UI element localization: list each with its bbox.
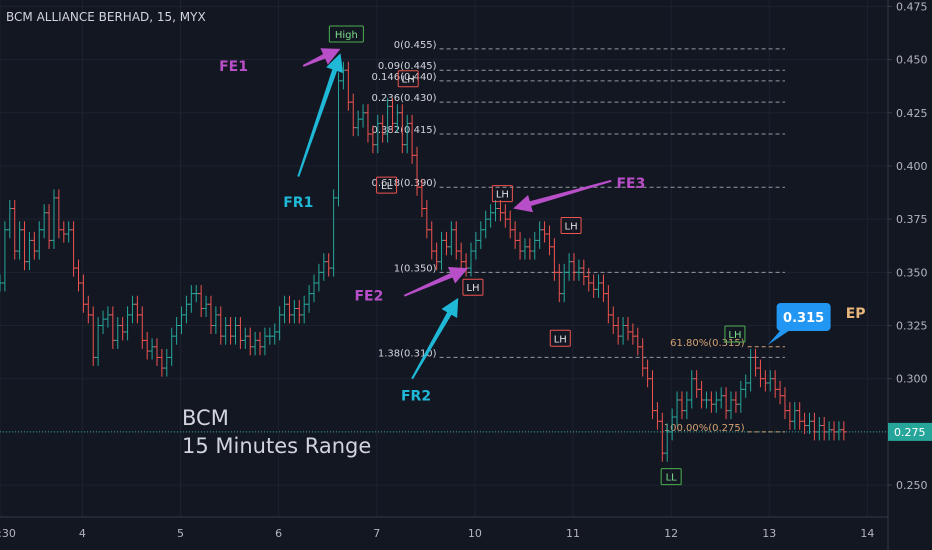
fib-level-label: 0.618(0.390)	[372, 178, 437, 189]
fib-level-label: 0.382(0.415)	[372, 125, 437, 136]
ep-price-label: 0.315	[783, 311, 824, 326]
swing-label: LH	[402, 75, 415, 86]
swing-label: LH	[496, 190, 509, 201]
swing-label-box	[376, 176, 398, 194]
swing-label-box	[549, 329, 571, 347]
fib-level-label: 1.38(0.310)	[378, 348, 437, 359]
time-tick-label: 13	[762, 527, 776, 540]
swing-label: High	[335, 30, 358, 41]
annotation-arrow	[411, 297, 459, 380]
swing-label: LH	[466, 283, 479, 294]
annotation-arrow	[302, 48, 341, 67]
annotation-label: FR2	[401, 389, 431, 405]
time-tick-label: 6	[275, 527, 282, 540]
price-tick-label: 0.300	[896, 373, 928, 386]
swing-label: LH	[554, 334, 567, 345]
price-tick-label: 0.250	[896, 479, 928, 492]
time-tick-label: 03:30	[0, 527, 16, 540]
annotation-arrow	[297, 53, 344, 177]
current-price-badge-label: 0.275	[894, 426, 926, 439]
fib-level-label: 61.80%(0.315)	[670, 338, 745, 349]
ep-box	[776, 303, 831, 332]
price-tick-label: 0.375	[896, 213, 928, 226]
price-tick-label: 0.325	[896, 320, 928, 333]
price-tick-label: 0.425	[896, 107, 928, 120]
annotation-arrow	[513, 179, 612, 213]
annotation-label: FE3	[616, 176, 645, 192]
price-tick-label: 0.450	[896, 54, 928, 67]
annotation-label: FR1	[283, 195, 313, 211]
time-tick-label: 7	[373, 527, 380, 540]
price-tick-label: 0.475	[896, 0, 928, 13]
annotation-label: FE1	[219, 59, 248, 75]
time-tick-label: 12	[664, 527, 678, 540]
fib-level-label: 0.236(0.430)	[372, 93, 437, 104]
annotation-label: EP	[846, 306, 866, 322]
symbol-title: BCM ALLIANCE BERHAD, 15, MYX	[6, 10, 206, 24]
time-tick-label: 5	[177, 527, 184, 540]
annotation-arrow	[403, 266, 469, 297]
price-tick-label: 0.350	[896, 266, 928, 279]
watermark-symbol: BCM	[182, 406, 229, 430]
time-tick-label: 4	[79, 527, 86, 540]
swing-label-box	[462, 278, 484, 296]
time-tick-label: 10	[468, 527, 482, 540]
annotation-label: FE2	[354, 289, 383, 305]
fib-level-label: 1(0.350)	[394, 263, 437, 274]
time-tick-label: 11	[566, 527, 580, 540]
swing-label-box	[397, 70, 419, 88]
swing-label: LH	[565, 222, 578, 233]
swing-label: LL	[666, 473, 678, 484]
swing-label-box	[328, 25, 364, 43]
swing-label: LH	[728, 330, 741, 341]
fib-level-label: 0(0.455)	[394, 40, 437, 51]
time-tick-label: 14	[860, 527, 874, 540]
swing-label-box	[491, 185, 513, 203]
price-tick-label: 0.400	[896, 160, 928, 173]
swing-label-box	[560, 217, 582, 235]
swing-label-box	[724, 325, 746, 343]
fib-level-label: 0.09(0.445)	[378, 61, 437, 72]
fib-level-label: 100.00%(0.275)	[664, 423, 745, 434]
fib-level-label: 0.146(0.440)	[372, 72, 437, 83]
swing-label-box	[660, 468, 682, 486]
watermark-range: 15 Minutes Range	[182, 434, 372, 458]
swing-label: LL	[381, 181, 393, 192]
current-price-badge	[888, 422, 932, 441]
ep-box-pointer	[767, 329, 792, 346]
